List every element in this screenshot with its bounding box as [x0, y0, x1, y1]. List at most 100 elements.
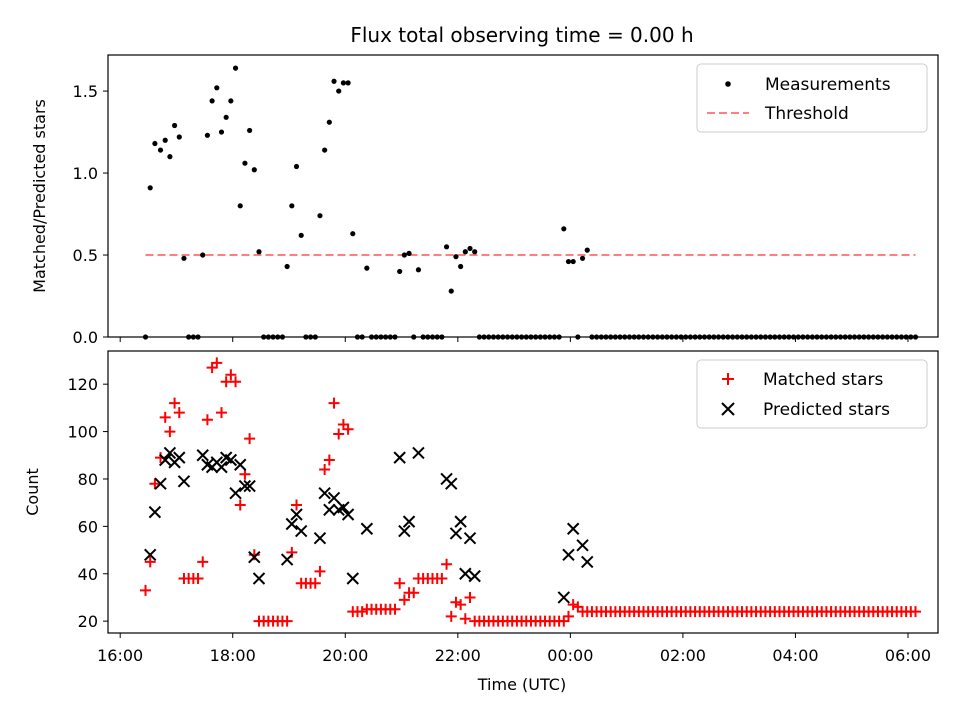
matched-stars-point [281, 615, 293, 627]
top-y-tick-label: 0.0 [73, 328, 98, 347]
measurement-point [406, 250, 412, 256]
measurement-point [350, 231, 356, 237]
top-panel-y-ticks: 0.0 0.5 1.0 1.5 [73, 82, 108, 347]
predicted-stars-point [159, 453, 172, 467]
measurement-point [247, 127, 253, 134]
measurement-point [237, 203, 243, 209]
matched-stars-point [215, 407, 227, 419]
measurement-point [147, 185, 153, 191]
matched-stars-point [441, 558, 453, 570]
predicted-stars-point [557, 591, 571, 604]
matched-stars-legend-marker [722, 373, 734, 385]
top-y-tick-label: 1.5 [73, 82, 98, 101]
measurement-point [293, 163, 300, 170]
predicted-stars-point [294, 524, 308, 538]
predicted-stars-point [148, 505, 162, 519]
matched-stars-point [572, 601, 584, 613]
matched-stars-point [455, 599, 467, 611]
matched-stars-point [149, 478, 161, 490]
predicted-stars-point [238, 479, 252, 493]
bottom-y-tick-label: 40 [78, 565, 98, 584]
matched-stars-point [464, 591, 476, 603]
matched-stars-legend-label: Matched stars [763, 370, 883, 390]
x-tick-label: 16:00 [97, 646, 143, 665]
matched-stars-point [562, 610, 574, 622]
predicted-stars-point [177, 475, 191, 488]
measurement-point [317, 213, 323, 219]
measurement-point [570, 258, 576, 265]
matched-stars-point [291, 499, 303, 511]
matched-stars-point [328, 397, 340, 409]
matched-stars-point [197, 556, 209, 568]
predicted-stars-point [154, 477, 167, 490]
matched-stars-point [394, 577, 406, 589]
matched-stars-point [211, 357, 223, 369]
measurement-point [579, 255, 586, 261]
top-legend: Measurements Threshold [696, 63, 928, 133]
predicted-stars-point [346, 572, 359, 585]
predicted-stars-point [576, 539, 589, 552]
measurement-point [152, 140, 158, 147]
measurement-point [157, 147, 164, 153]
predicted-stars-point [234, 458, 247, 471]
matched-stars-point [356, 606, 368, 618]
bottom-legend-box [696, 359, 928, 429]
bottom-y-tick-label: 120 [67, 375, 98, 394]
predicted-stars-point [402, 515, 416, 528]
matched-stars-point [140, 584, 152, 596]
matched-stars-point [436, 572, 448, 584]
matched-stars-point [337, 418, 349, 430]
bottom-y-tick-label: 20 [78, 612, 98, 631]
measurement-point [472, 249, 478, 255]
matched-stars-point [206, 362, 218, 374]
predicted-stars-point [248, 550, 261, 564]
measurement-point [336, 88, 342, 94]
measurement-point [345, 80, 351, 86]
measurements-legend-label: Measurements [765, 75, 891, 95]
top-panel-title: Flux total observing time = 0.00 h [350, 23, 693, 47]
x-tick-label: 18:00 [210, 646, 256, 665]
measurement-point [322, 147, 328, 153]
matched-stars-point [201, 414, 213, 426]
top-panel: 0.0 0.5 1.0 1.5 Matched/Predicted stars Mea… [30, 54, 939, 347]
predicted-stars-legend-label: Predicted stars [763, 400, 890, 420]
measurement-point [326, 119, 332, 125]
bottom-y-tick-label: 80 [78, 470, 98, 489]
predicted-stars-point [215, 460, 228, 474]
top-y-tick-label: 0.5 [73, 246, 98, 265]
measurement-point [218, 129, 225, 135]
predicted-stars-point [327, 491, 341, 505]
measurement-point [298, 232, 304, 238]
bottom-panel-x-label: Time (UTC) [477, 675, 566, 694]
matched-stars-point [558, 615, 570, 627]
threshold-legend-label: Threshold [764, 104, 849, 124]
matched-stars-point [314, 565, 326, 577]
measurement-point [232, 65, 239, 71]
top-panel-y-label: Matched/Predicted stars [30, 99, 49, 293]
measurement-point [223, 114, 229, 120]
measurement-point [462, 249, 468, 255]
matched-stars-point [567, 599, 579, 611]
predicted-stars-point [280, 553, 294, 566]
predicted-stars-point [360, 522, 374, 535]
measurement-point [256, 249, 262, 255]
measurement-point [209, 98, 215, 104]
measurement-point [565, 258, 572, 265]
matched-stars-point [398, 594, 410, 606]
matched-stars-point [192, 572, 204, 584]
predicted-stars-point [445, 477, 458, 490]
x-tick-label: 20:00 [322, 646, 368, 665]
predicted-stars-point [323, 503, 336, 516]
predicted-stars-legend-marker [721, 402, 735, 416]
predicted-stars-point [224, 453, 238, 467]
predicted-stars-point [285, 517, 299, 531]
predicted-stars-point [196, 449, 209, 462]
predicted-stars-point [463, 532, 477, 545]
matched-stars-point [459, 613, 471, 625]
predicted-stars-point [252, 572, 266, 585]
top-legend-box [696, 63, 928, 133]
matched-stars-point [144, 556, 156, 568]
top-panel-frame [107, 54, 939, 338]
measurement-point [584, 247, 590, 253]
